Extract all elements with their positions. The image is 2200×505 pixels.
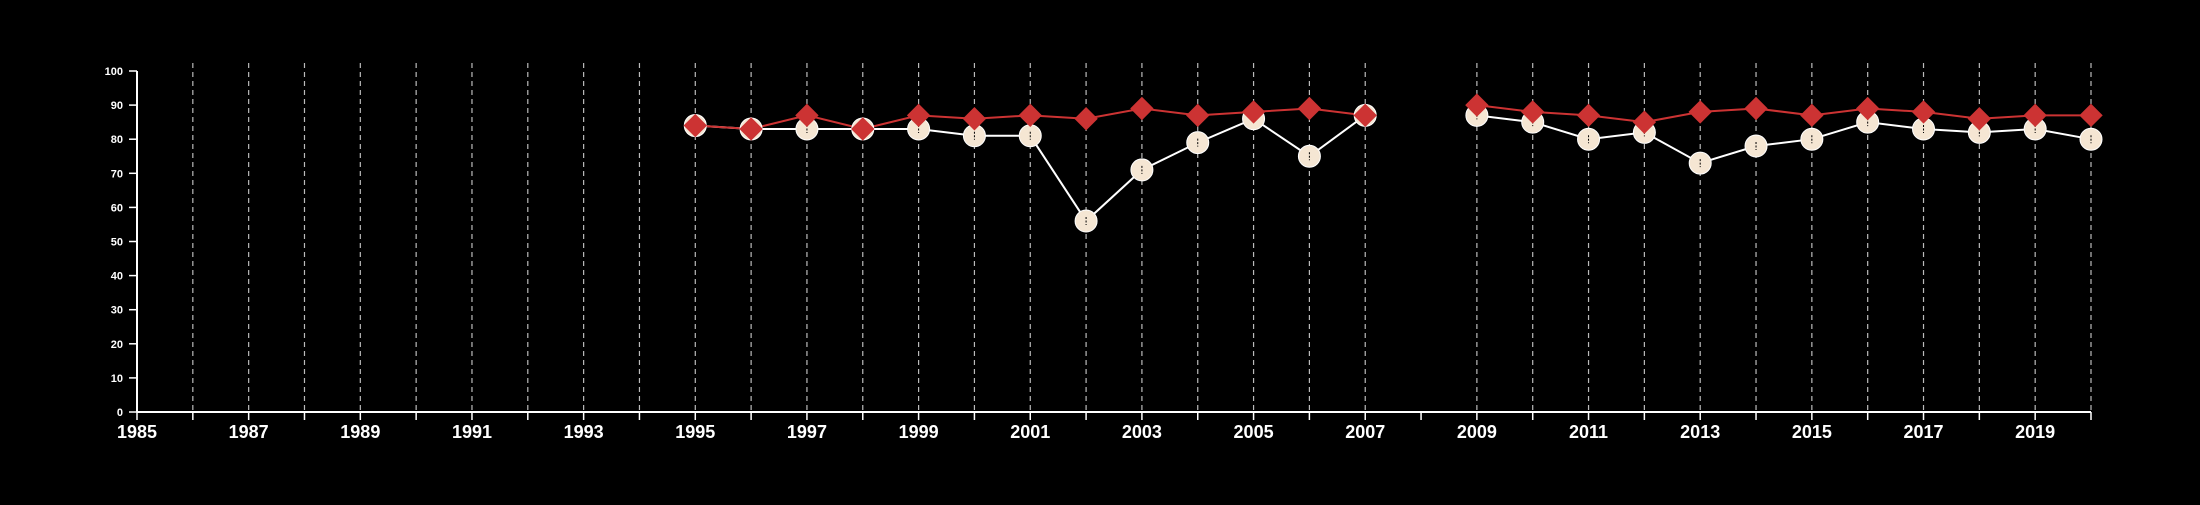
red-series-point [962, 107, 987, 131]
axes: 0 10 20 30 40 50 60 70 80 90 100 1985 1987 1989 1991 19… [105, 66, 2092, 442]
red-series-point [2023, 103, 2047, 128]
red-series-point [739, 117, 763, 141]
red-series-point [1800, 103, 1824, 128]
series [683, 93, 2103, 233]
y-tick-label: 80 [111, 134, 123, 146]
x-tick-label: 2001 [1010, 422, 1050, 442]
red-series-point [1855, 96, 1880, 121]
red-series-point [1576, 103, 1601, 128]
x-tick-label: 1995 [675, 422, 715, 442]
red-series-point [1911, 100, 1936, 124]
red-series-line [1476, 104, 2091, 124]
red-series-point [1353, 103, 1377, 128]
red-series-point [1967, 107, 1992, 131]
x-tick-label: 2009 [1457, 422, 1497, 442]
x-tick-label: 1997 [787, 422, 827, 442]
red-series-point [851, 117, 875, 141]
red-series-point [795, 103, 819, 128]
red-series-point [1241, 100, 1266, 124]
red-series-point [1744, 96, 1768, 121]
red-series-point [1018, 103, 1042, 128]
y-tick-label: 10 [111, 373, 123, 385]
y-tick-label: 0 [117, 407, 123, 419]
red-series-point [1465, 93, 1489, 117]
y-tick-label: 70 [111, 168, 123, 180]
x-tick-label: 1987 [229, 422, 269, 442]
y-tick-label: 90 [111, 100, 123, 112]
red-series-point [1632, 110, 1657, 134]
y-tick-label: 20 [111, 339, 123, 351]
y-tick-label: 100 [105, 66, 123, 78]
red-series-point [1688, 100, 1712, 124]
y-tick-label: 50 [111, 237, 123, 249]
red-series-point [1521, 100, 1545, 124]
x-tick-label: 2005 [1234, 422, 1274, 442]
x-tick-label: 2017 [1903, 422, 1943, 442]
y-tick-label: 40 [111, 271, 123, 283]
x-tick-label: 2019 [2015, 422, 2055, 442]
y-tick-label: 60 [111, 202, 123, 214]
red-series-point [2079, 103, 2103, 128]
x-tick-label: 1989 [340, 422, 380, 442]
x-tick-label: 2011 [1569, 422, 1608, 442]
red-series-point [1074, 107, 1098, 131]
white-series-line [1476, 114, 2092, 165]
red-series-point [683, 113, 707, 138]
x-tick-label: 1985 [117, 422, 157, 442]
x-tick-label: 1993 [564, 422, 604, 442]
x-tick-label: 1999 [899, 422, 939, 442]
x-tick-label: 1991 [452, 422, 492, 442]
red-series-point [1186, 103, 1210, 128]
red-series-point [1130, 96, 1154, 121]
x-tick-label: 2013 [1680, 422, 1720, 442]
red-series-point [906, 103, 931, 128]
red-series-point [1297, 96, 1322, 121]
x-tick-label: 2015 [1792, 422, 1832, 442]
y-tick-label: 30 [111, 305, 123, 317]
x-tick-label: 2003 [1122, 422, 1162, 442]
x-tick-label: 2007 [1345, 422, 1385, 442]
